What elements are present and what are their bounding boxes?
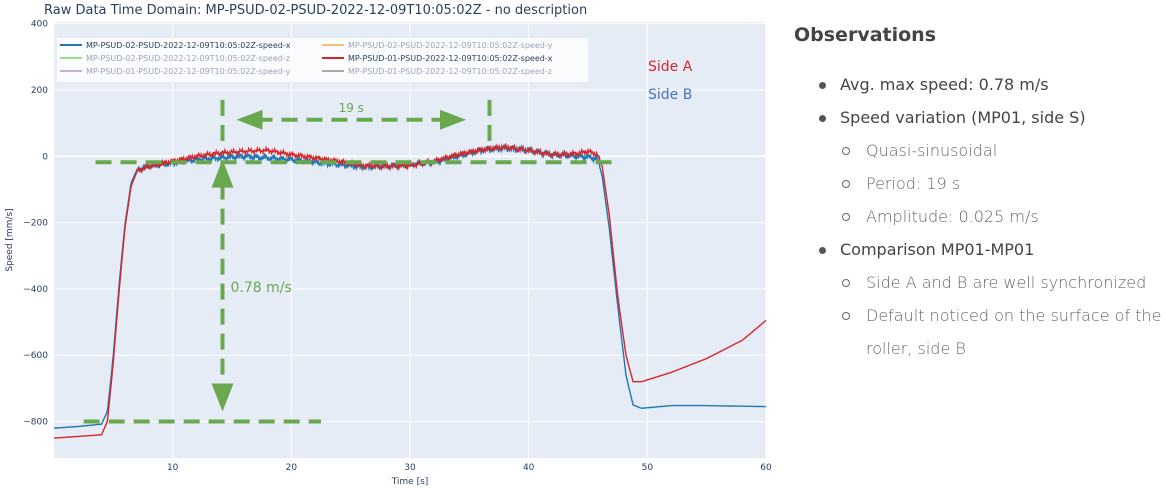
observation-subitem: Amplitude: 0.025 m/s	[790, 200, 1165, 233]
y-tick-label: −400	[23, 285, 48, 295]
period-label: 19 s	[339, 101, 364, 115]
observations-list: Avg. max speed: 0.78 m/s Speed variation …	[790, 68, 1165, 365]
chart-title: Raw Data Time Domain: MP-PSUD-02-PSUD-20…	[44, 3, 588, 18]
legend-label: MP-PSUD-02-PSUD-2022-12-09T10:05:02Z-spe…	[348, 41, 553, 50]
y-tick-label: −200	[23, 219, 48, 229]
observation-subitem: Side A and B are well synchronized	[790, 266, 1165, 299]
observations-title: Observations	[794, 24, 937, 46]
legend-label: MP-PSUD-02-PSUD-2022-12-09T10:05:02Z-spe…	[86, 54, 290, 63]
annotations: 19 s 0.78 m/s Side A Side B	[83, 59, 693, 424]
legend-item[interactable]: MP-PSUD-02-PSUD-2022-12-09T10:05:02Z-spe…	[60, 54, 290, 63]
y-axis-label: Speed [mm/s]	[5, 208, 15, 271]
x-tick-label: 30	[404, 463, 416, 473]
legend-label: MP-PSUD-01-PSUD-2022-12-09T10:05:02Z-spe…	[348, 67, 552, 76]
observation-subitem: Default noticed on the surface of the ro…	[790, 299, 1165, 365]
x-tick-label: 10	[167, 463, 179, 473]
side-a-label: Side A	[648, 59, 693, 75]
legend-item[interactable]: MP-PSUD-01-PSUD-2022-12-09T10:05:02Z-spe…	[322, 54, 553, 63]
x-tick-label: 40	[523, 463, 535, 473]
legend-item[interactable]: MP-PSUD-02-PSUD-2022-12-09T10:05:02Z-spe…	[60, 41, 291, 50]
tick-labels: 10 20 30 40 50 60 400 200 0 −200 −400 −600 −800	[23, 20, 772, 473]
y-tick-label: 0	[42, 152, 48, 162]
observation-item: Comparison MP01-MP01	[790, 233, 1165, 266]
x-tick-label: 20	[286, 463, 298, 473]
observation-item: Avg. max speed: 0.78 m/s	[790, 68, 1165, 101]
legend-item[interactable]: MP-PSUD-01-PSUD-2022-12-09T10:05:02Z-spe…	[322, 67, 552, 76]
amplitude-arrow-head-bottom	[211, 383, 234, 412]
y-tick-label: 200	[31, 86, 48, 96]
x-axis-label: Time [s]	[391, 477, 429, 487]
series-line-2	[54, 142, 767, 439]
y-tick-label: −800	[23, 418, 48, 428]
observation-subitem: Period: 19 s	[790, 167, 1165, 200]
y-tick-label: 400	[31, 20, 48, 30]
observation-subitem: Quasi-sinusoidal	[790, 134, 1165, 167]
amplitude-arrow-head-top	[211, 159, 234, 188]
observations-panel: Observations Avg. max speed: 0.78 m/s Spe…	[790, 24, 1165, 365]
observation-item: Speed variation (MP01, side S)	[790, 101, 1165, 134]
legend-item[interactable]: MP-PSUD-01-PSUD-2022-12-09T10:05:02Z-spe…	[60, 67, 291, 76]
period-arrow-head-right	[439, 109, 466, 130]
y-tick-label: −600	[23, 351, 48, 361]
speed-chart[interactable]: 10 20 30 40 50 60 400 200 0 −200 −400 −600 −800 Time…	[0, 0, 780, 488]
legend-label: MP-PSUD-01-PSUD-2022-12-09T10:05:02Z-spe…	[86, 67, 291, 76]
x-tick-label: 50	[642, 463, 654, 473]
legend[interactable]: MP-PSUD-02-PSUD-2022-12-09T10:05:02Z-spe…	[57, 38, 588, 82]
side-b-label: Side B	[648, 87, 692, 103]
legend-label: MP-PSUD-01-PSUD-2022-12-09T10:05:02Z-spe…	[348, 54, 553, 63]
x-tick-label: 60	[760, 463, 772, 473]
grid-lines	[54, 22, 767, 458]
amplitude-label: 0.78 m/s	[231, 280, 292, 296]
legend-label: MP-PSUD-02-PSUD-2022-12-09T10:05:02Z-spe…	[86, 41, 291, 50]
legend-item[interactable]: MP-PSUD-02-PSUD-2022-12-09T10:05:02Z-spe…	[322, 41, 553, 50]
period-arrow-head-left	[236, 109, 263, 130]
